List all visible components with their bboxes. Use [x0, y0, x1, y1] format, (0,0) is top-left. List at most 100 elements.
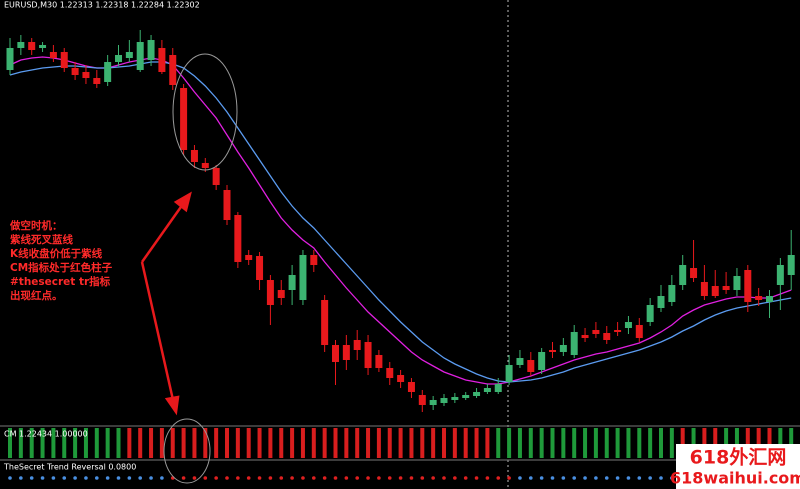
arrow — [140, 203, 185, 263]
trend-dot — [344, 476, 349, 480]
cm-bar — [311, 428, 316, 458]
cm-bar — [485, 428, 490, 458]
trend-dot — [377, 476, 381, 480]
cm-bar — [279, 428, 284, 458]
cm-bar — [355, 428, 360, 458]
trend-dot — [40, 476, 45, 480]
cm-bar — [507, 428, 512, 458]
cm-bar — [116, 428, 121, 458]
arrow — [140, 261, 175, 401]
candle-body — [71, 68, 79, 75]
candle-body — [679, 265, 687, 285]
candle-body — [787, 255, 795, 275]
cm-bar — [724, 428, 729, 458]
trend-dot — [496, 476, 501, 480]
cm-bar — [463, 428, 468, 458]
cm-bar — [149, 428, 154, 458]
cm-bar — [561, 428, 566, 458]
candle-body — [212, 168, 220, 185]
cm-bar — [170, 428, 175, 458]
candle-body — [559, 345, 567, 352]
cm-bar — [431, 428, 436, 458]
trend-dot — [398, 476, 403, 480]
trend-dot — [312, 476, 316, 480]
cm-bar — [637, 428, 642, 458]
symbol-header: EURUSD,M30 1.22313 1.22318 1.22284 1.223… — [4, 1, 200, 10]
candle-body — [733, 276, 741, 290]
trend-dot — [572, 476, 576, 480]
candle-body — [646, 305, 654, 322]
trend-dot — [463, 476, 468, 480]
trend-dot — [214, 476, 218, 480]
candle-body — [82, 72, 90, 78]
trend-dot — [322, 476, 327, 480]
cm-bar — [778, 428, 783, 458]
candle-body — [538, 352, 546, 370]
trend-dot — [539, 476, 544, 480]
trend-dot — [420, 476, 425, 480]
candle-body — [549, 350, 556, 352]
cm-bar — [615, 428, 620, 458]
candle-body — [342, 345, 350, 360]
highlight-ellipse — [172, 53, 238, 171]
trend-dot — [279, 476, 284, 480]
candle-body — [190, 150, 198, 162]
candle-body — [700, 282, 708, 296]
trend-dot — [648, 476, 652, 480]
candle-body — [147, 40, 155, 60]
candle-body — [245, 255, 253, 260]
cm-bar — [29, 428, 34, 458]
candle-body — [462, 395, 470, 398]
trend-dot — [355, 476, 360, 480]
price-panel — [6, 30, 795, 412]
trend-dot — [670, 476, 674, 480]
candle-body — [668, 285, 676, 302]
candle-body — [299, 255, 307, 300]
candle-body — [592, 330, 600, 334]
annotation-line: K线收盘价低于紫线 — [10, 247, 103, 260]
cm-bar — [257, 428, 262, 458]
candle-body — [603, 333, 611, 340]
candle-body — [125, 52, 133, 58]
trend-dot — [442, 476, 446, 480]
trend-dot — [225, 476, 229, 480]
candle-body — [180, 88, 188, 150]
cm-bar — [8, 428, 12, 458]
trend-dot — [95, 476, 99, 480]
trend-dot — [529, 476, 533, 480]
cm-bar — [138, 428, 143, 458]
cm-bar — [94, 428, 99, 458]
trend-dot — [19, 476, 23, 480]
candle-body — [624, 322, 632, 328]
trend-dot — [604, 476, 609, 480]
cm-label: CM 1.22434 1.00000 — [4, 430, 88, 439]
annotation-line: 出现红点。 — [10, 289, 63, 302]
watermark: 618外汇网 — [690, 446, 787, 469]
candle-body — [136, 42, 144, 70]
candle-body — [277, 290, 285, 298]
cm-bar — [181, 428, 186, 458]
candle-body — [223, 190, 231, 220]
candle-body — [690, 268, 698, 278]
cm-bar — [51, 428, 56, 458]
cm-bar — [756, 428, 761, 458]
arrows — [140, 191, 192, 416]
candle-body — [49, 52, 57, 58]
trend-dot — [160, 476, 164, 480]
cm-bar — [387, 428, 392, 458]
watermark: 618waihui.com — [670, 469, 800, 488]
candle-body — [234, 215, 242, 262]
trend-dot — [366, 476, 370, 480]
cm-bar — [745, 428, 750, 458]
annotation-line: 做空时机： — [9, 219, 63, 232]
cm-bar — [105, 428, 110, 458]
cm-bar — [496, 428, 501, 458]
trend-dot — [550, 476, 555, 480]
candle-body — [581, 335, 589, 338]
cm-bar — [626, 428, 631, 458]
candle-body — [451, 397, 459, 400]
candle-body — [570, 332, 578, 355]
candle-body — [614, 330, 622, 332]
candle-body — [310, 255, 318, 265]
